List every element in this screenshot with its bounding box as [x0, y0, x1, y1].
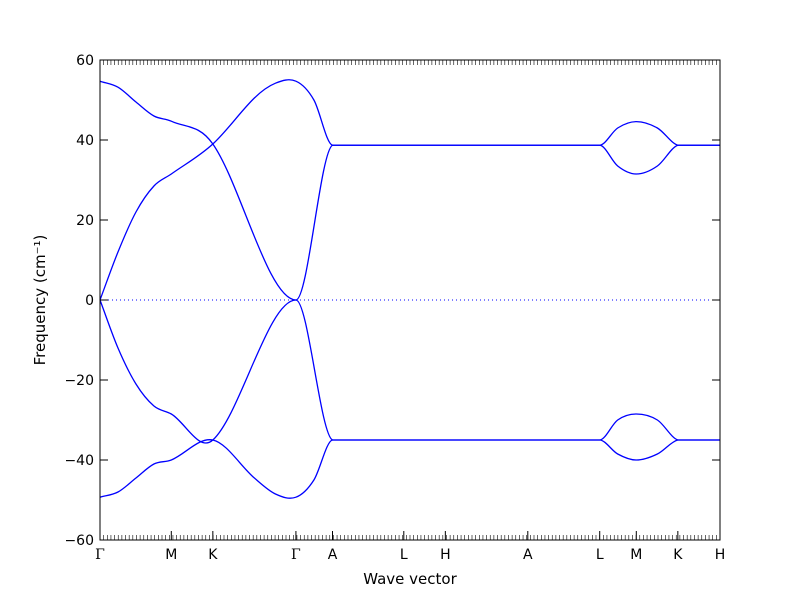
x-tick-label: M [165, 547, 177, 563]
x-tick-label: Γ [95, 547, 105, 563]
x-tick-label: L [596, 547, 604, 563]
band-line-4 [99, 439, 720, 499]
y-tick-label: −60 [64, 533, 94, 549]
x-tick-label: L [400, 547, 408, 563]
y-tick-label: 20 [76, 213, 94, 229]
band-line-2 [99, 79, 720, 301]
x-tick-label: H [440, 547, 451, 563]
y-tick-label: −20 [64, 373, 94, 389]
y-tick-label: 60 [76, 53, 94, 69]
y-tick-label: −40 [64, 453, 94, 469]
band-line-1 [99, 80, 720, 301]
y-tick-label: 40 [76, 133, 94, 149]
x-tick-label: K [208, 547, 218, 563]
x-tick-label: H [715, 547, 726, 563]
x-tick-label: Γ [291, 547, 301, 563]
y-axis-label: Frequency (cm⁻¹) [31, 235, 49, 366]
band-line-3 [99, 299, 720, 444]
x-tick-label: A [523, 547, 533, 563]
x-tick-label: M [630, 547, 642, 563]
x-axis-label: Wave vector [363, 570, 457, 588]
x-tick-label: K [673, 547, 683, 563]
x-tick-label: A [328, 547, 338, 563]
y-tick-label: 0 [85, 293, 94, 309]
